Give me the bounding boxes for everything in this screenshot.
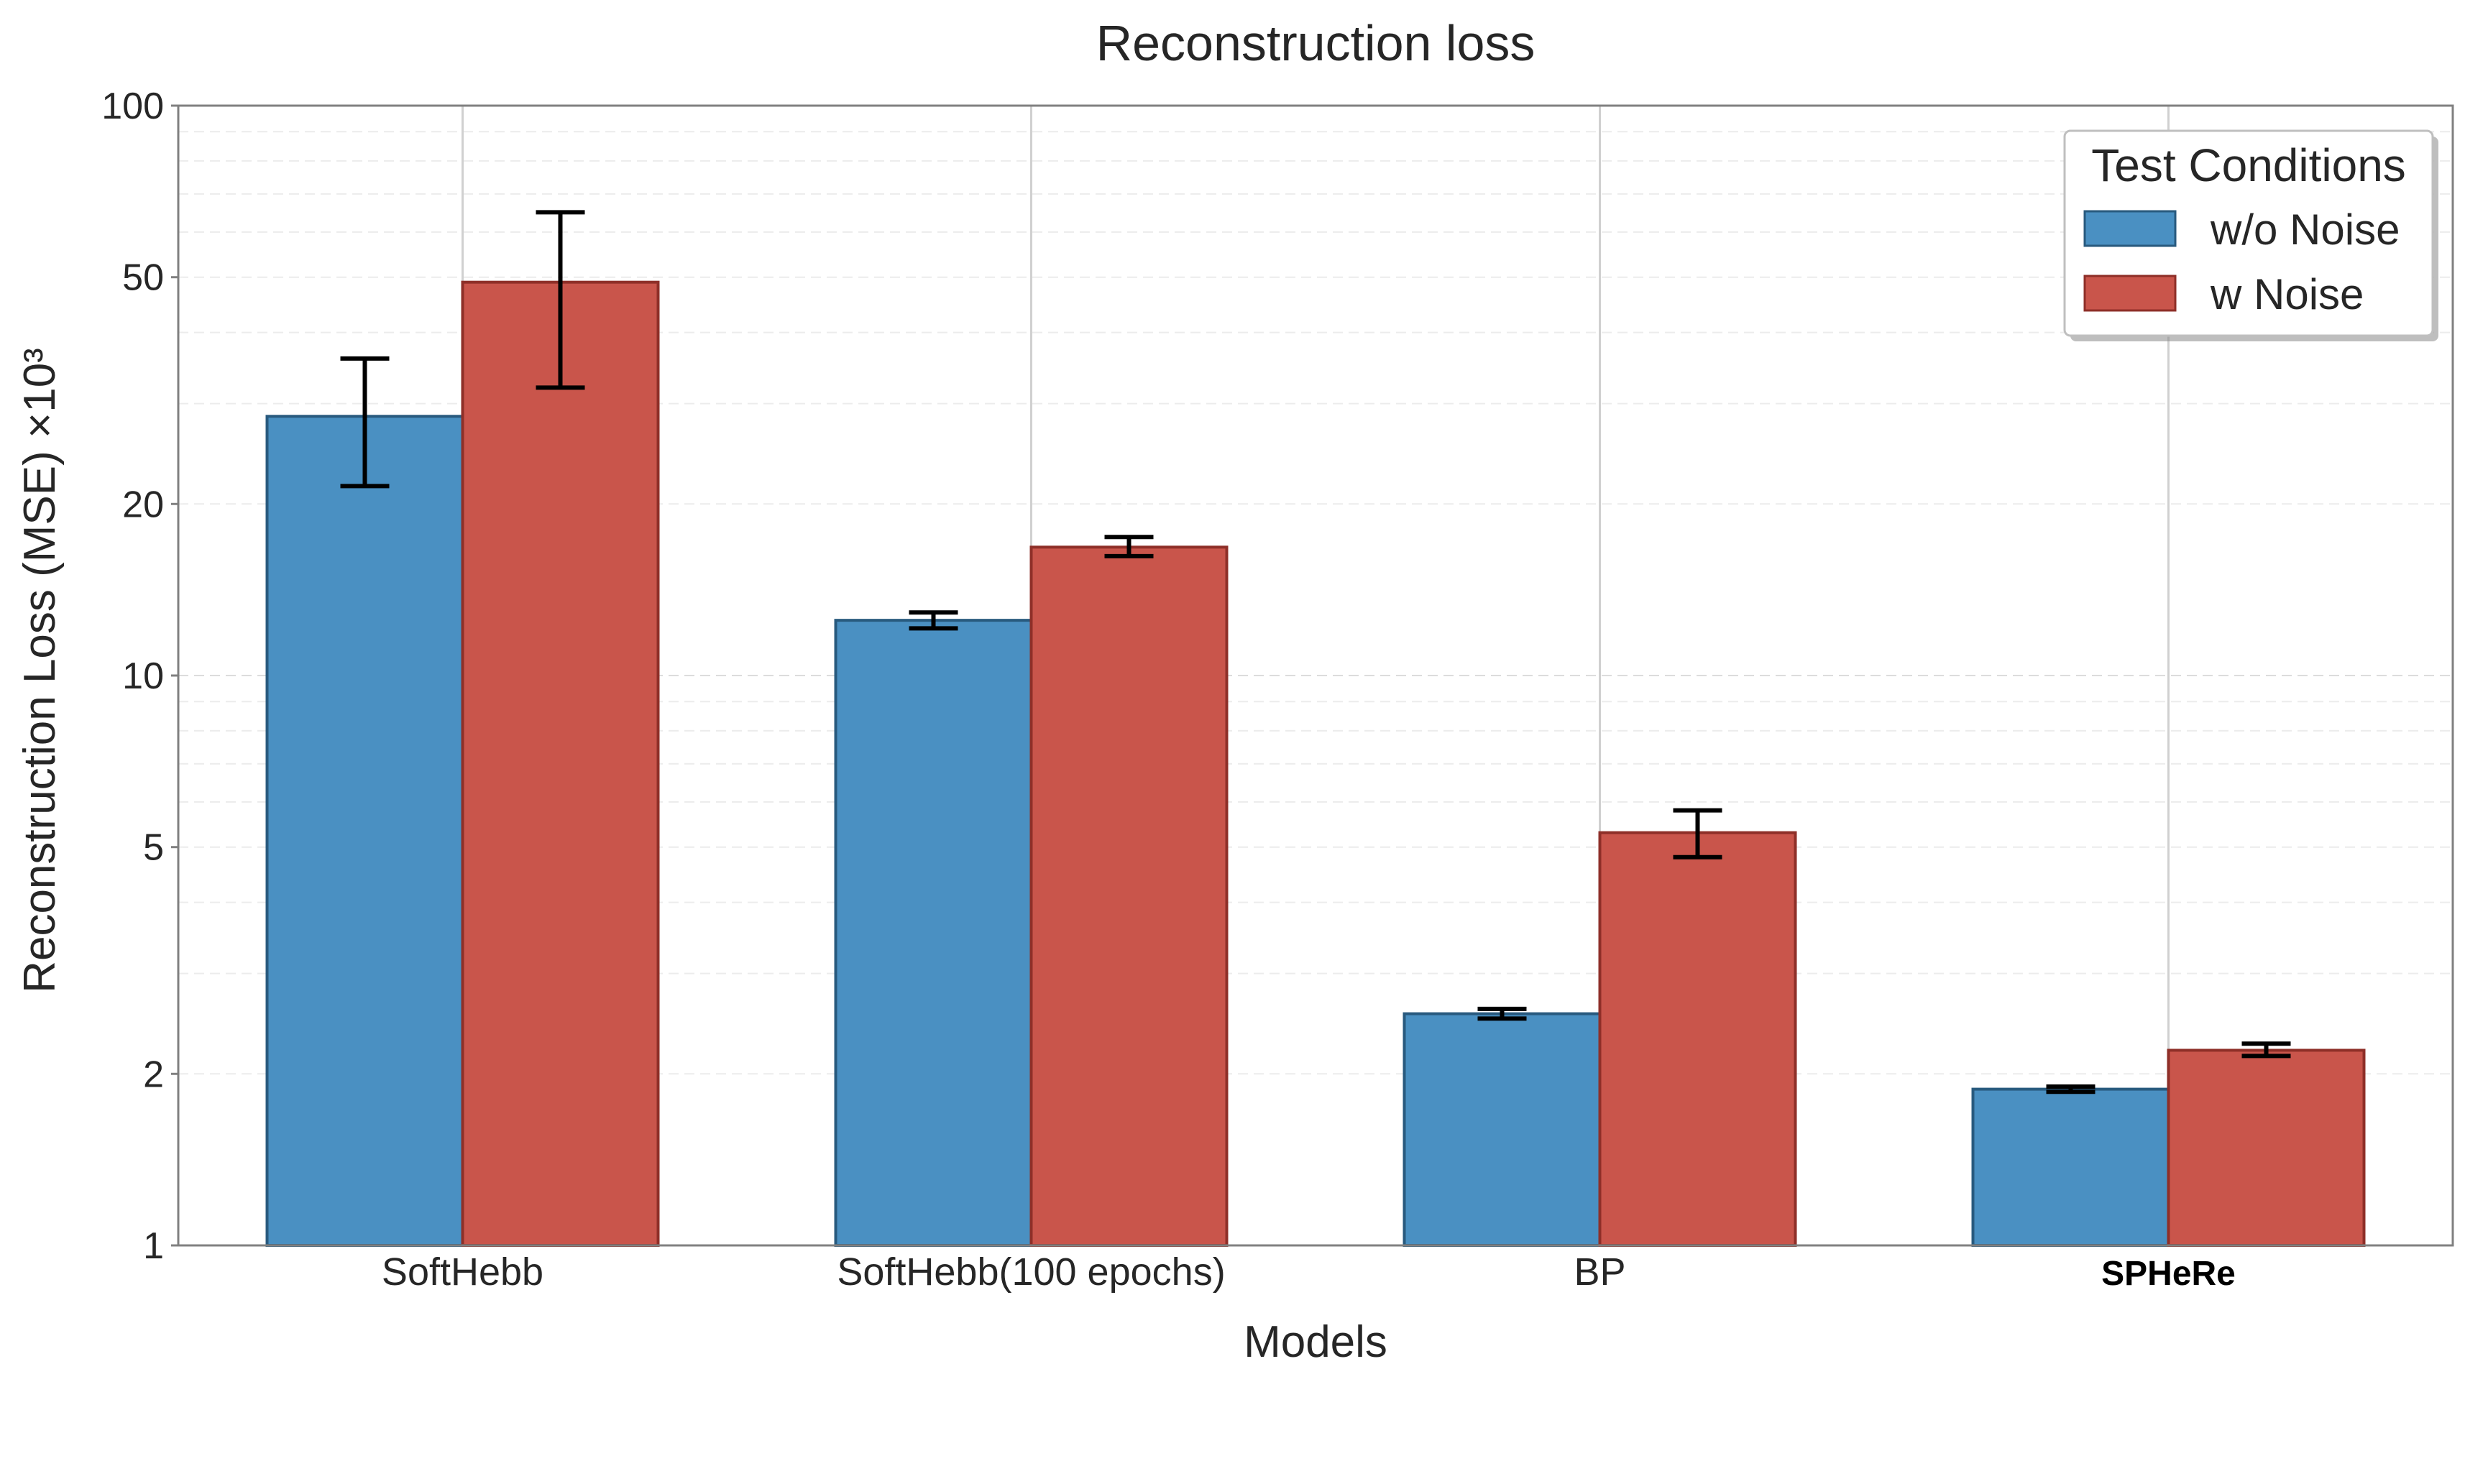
error-bar-bp-w-o-noise [1477,1006,1527,1021]
bar-softhebb-100-epochs-w-o-noise [834,619,1033,1247]
y-tick-label: 20 [122,484,164,525]
y-tick-label: 5 [143,827,164,869]
bar-bp-w-o-noise [1403,1012,1602,1247]
x-tick-label-bp: BP [1574,1250,1625,1294]
x-ticks-layer: SoftHebb SoftHebb(100 epochs) BP SPHeRe [382,1250,2236,1294]
error-bar-softhebb-100-epochs-w-noise [1104,535,1154,558]
x-tick-label-sphere: SPHeRe [2101,1255,2236,1293]
error-bar-sphere-w-noise [2241,1041,2291,1059]
legend-swatch-w-o-noise [2083,210,2177,247]
y-tick-label: 1 [143,1225,164,1267]
error-bar-softhebb-w-noise [536,210,585,390]
legend-label-w-noise: w Noise [2210,270,2364,318]
error-bar-bp-w-noise [1673,808,1722,859]
y-tick-label: 50 [122,257,164,299]
bar-sphere-w-o-noise [1971,1087,2170,1247]
chart-title: Reconstruction loss [1096,15,1536,71]
x-axis-label: Models [1244,1317,1387,1367]
x-tick-label-softhebb-100-epochs: SoftHebb(100 epochs) [837,1250,1225,1294]
error-bar-softhebb-100-epochs-w-o-noise [909,610,958,631]
y-axis-label: Reconstruction Loss (MSE) ×10³ [15,348,65,993]
bar-softhebb-w-noise [461,280,660,1247]
y-tick-label: 100 [101,86,164,127]
error-bars-layer [340,210,2291,1094]
y-tick-label: 10 [122,655,164,697]
legend: Test Conditions w/o Noise w Noise [2063,129,2438,341]
bars-layer [265,280,2366,1248]
legend-label-w-o-noise: w/o Noise [2210,206,2400,254]
bar-sphere-w-noise [2167,1049,2366,1248]
x-tick-label-softhebb: SoftHebb [382,1250,543,1294]
legend-swatch-w-noise [2083,275,2177,312]
y-tick-label: 2 [143,1054,164,1095]
error-bar-softhebb-w-o-noise [340,356,390,489]
bar-bp-w-noise [1598,831,1797,1248]
y-ticks-layer: 1 2 5 10 20 50 100 [101,86,178,1267]
bar-softhebb-100-epochs-w-noise [1029,545,1229,1247]
bar-softhebb-w-o-noise [265,415,464,1248]
error-bar-sphere-w-o-noise [2046,1084,2096,1094]
legend-title: Test Conditions [2091,139,2406,191]
